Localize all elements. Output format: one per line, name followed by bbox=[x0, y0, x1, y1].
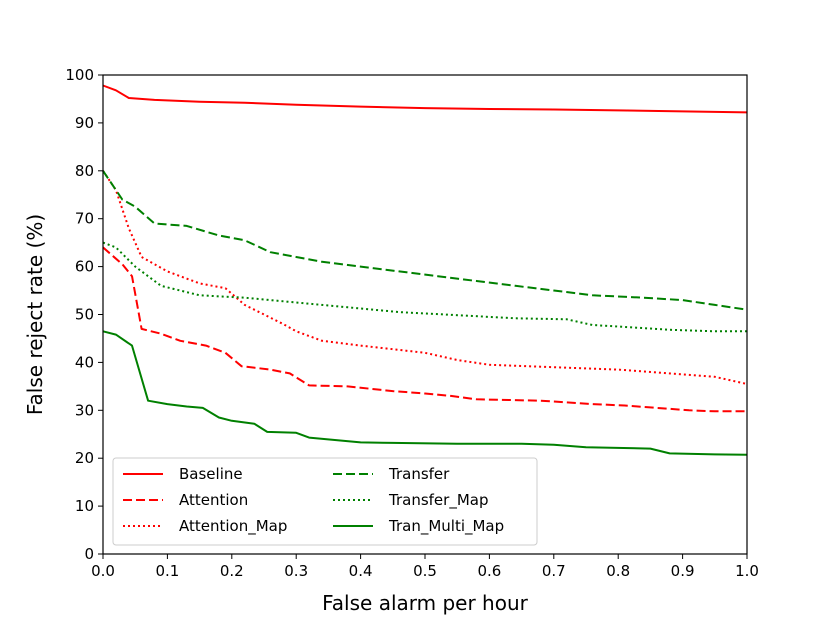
series-line-transfer-map bbox=[102, 241, 747, 333]
series-line-baseline bbox=[102, 84, 748, 114]
x-tick-label: 0.6 bbox=[477, 562, 501, 580]
y-tick-label: 70 bbox=[75, 210, 94, 228]
legend-box bbox=[112, 457, 538, 546]
x-tick-label: 0.2 bbox=[220, 562, 244, 580]
legend-label: Baseline bbox=[179, 465, 243, 483]
x-tick-label: 0.3 bbox=[284, 562, 308, 580]
x-tick-label: 0.4 bbox=[349, 562, 373, 580]
legend-label: Transfer_Map bbox=[388, 491, 488, 510]
x-axis-label: False alarm per hour bbox=[322, 591, 529, 615]
x-tick-label: 0.1 bbox=[155, 562, 179, 580]
y-tick-label: 40 bbox=[75, 353, 94, 371]
series-line-attention bbox=[102, 246, 747, 413]
legend-label: Transfer bbox=[388, 465, 450, 483]
y-tick-label: 10 bbox=[75, 497, 94, 515]
series-line-tran-multi-map bbox=[102, 330, 748, 456]
y-tick-label: 20 bbox=[75, 449, 94, 467]
series-layer bbox=[102, 84, 748, 456]
series-line-transfer bbox=[102, 170, 748, 311]
y-tick-label: 100 bbox=[65, 66, 94, 84]
series-line-attention-map bbox=[102, 170, 748, 385]
x-tick-label: 0.9 bbox=[671, 562, 695, 580]
legend-label: Tran_Multi_Map bbox=[388, 517, 504, 536]
x-tick-label: 0.0 bbox=[91, 562, 115, 580]
y-tick-label: 50 bbox=[75, 306, 94, 324]
x-tick-label: 0.5 bbox=[413, 562, 437, 580]
y-tick-label: 30 bbox=[75, 401, 94, 419]
legend-label: Attention_Map bbox=[179, 517, 287, 536]
legend: Baseline Attention Attention_Map Transfer Tr… bbox=[112, 457, 538, 546]
y-axis-ticks: 0 10 20 30 40 50 60 70 80 90 100 bbox=[65, 66, 103, 563]
y-tick-label: 90 bbox=[75, 114, 94, 132]
y-tick-label: 60 bbox=[75, 258, 94, 276]
y-tick-label: 0 bbox=[84, 545, 94, 563]
x-axis-ticks: 0.0 0.1 0.2 0.3 0.4 0.5 0.6 0.7 0.8 0.9 1.0 bbox=[91, 554, 759, 580]
legend-label: Attention bbox=[179, 491, 248, 509]
x-tick-label: 0.8 bbox=[606, 562, 630, 580]
y-tick-label: 80 bbox=[75, 162, 94, 180]
x-tick-label: 0.7 bbox=[542, 562, 566, 580]
y-axis-label: False reject rate (%) bbox=[23, 214, 47, 415]
x-tick-label: 1.0 bbox=[735, 562, 759, 580]
